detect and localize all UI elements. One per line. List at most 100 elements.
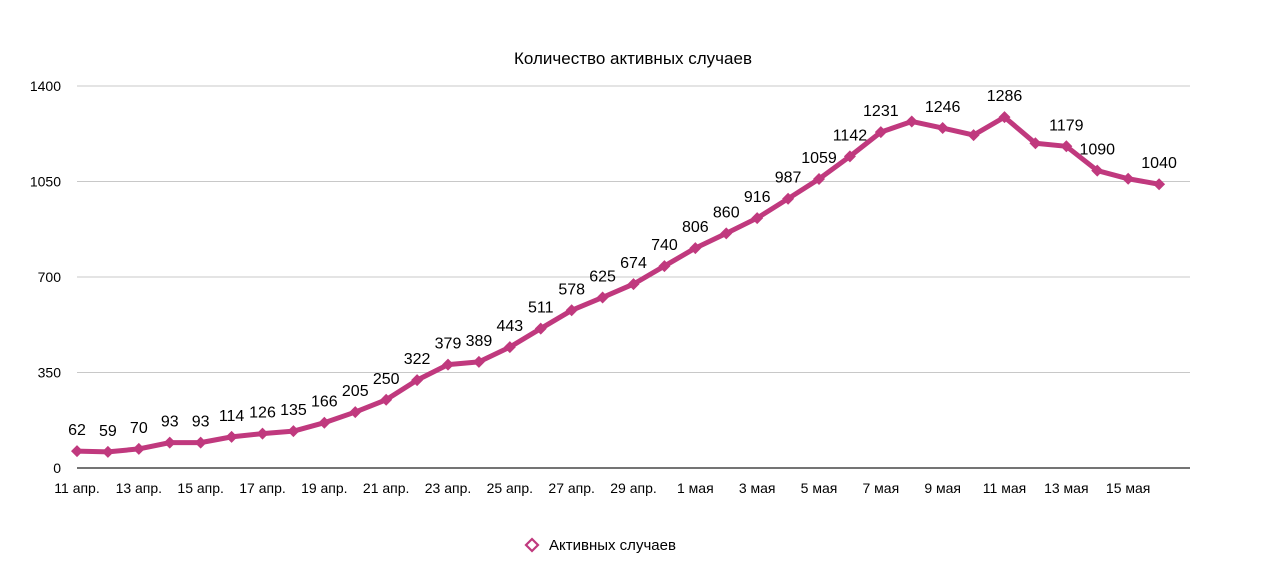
data-point — [442, 358, 454, 371]
data-label: 379 — [435, 336, 462, 353]
x-tick-label: 23 апр. — [425, 480, 472, 496]
chart-title: Количество активных случаев — [514, 49, 752, 68]
data-label: 625 — [589, 268, 616, 285]
data-label: 511 — [528, 300, 554, 317]
data-label: 916 — [744, 189, 771, 206]
data-label: 322 — [404, 351, 431, 368]
data-point — [689, 242, 702, 255]
data-label: 1040 — [1141, 155, 1177, 172]
data-point — [720, 227, 733, 240]
data-label: 70 — [130, 420, 148, 437]
data-point — [751, 212, 764, 225]
data-label: 1090 — [1079, 142, 1115, 159]
data-label: 59 — [99, 423, 117, 440]
y-tick-label: 350 — [38, 365, 62, 381]
data-label: 1246 — [925, 99, 961, 116]
data-point — [256, 427, 269, 440]
x-tick-label: 1 мая — [677, 480, 714, 496]
x-tick-label: 3 мая — [739, 480, 776, 496]
data-point — [1091, 164, 1104, 177]
x-tick-label: 29 апр. — [610, 480, 657, 496]
x-tick-label: 9 мая — [924, 480, 961, 496]
series-active-cases — [71, 111, 1166, 458]
data-label: 1142 — [833, 127, 868, 144]
data-label: 578 — [558, 281, 585, 298]
y-tick-label: 0 — [53, 460, 61, 476]
data-label: 62 — [68, 422, 86, 439]
data-label: 1286 — [987, 88, 1023, 105]
x-tick-label: 5 мая — [801, 480, 838, 496]
data-label: 114 — [219, 408, 245, 425]
data-point — [565, 304, 578, 317]
data-label: 987 — [775, 170, 802, 187]
legend: Активных случаев — [524, 537, 676, 554]
series-line — [74, 114, 1162, 455]
x-tick-label: 13 апр. — [116, 480, 163, 496]
data-label: 389 — [466, 333, 493, 350]
data-label: 1059 — [801, 150, 837, 167]
data-label: 1179 — [1049, 117, 1084, 134]
data-point — [163, 436, 176, 449]
data-label: 126 — [249, 405, 276, 422]
data-point — [1122, 172, 1135, 185]
data-point — [936, 122, 949, 135]
data-point — [596, 291, 609, 304]
data-label: 1231 — [863, 103, 899, 120]
x-tick-label: 13 мая — [1044, 480, 1088, 496]
data-point — [658, 260, 671, 273]
data-point — [194, 436, 207, 449]
x-tick-label: 7 мая — [862, 480, 899, 496]
x-tick-label: 27 апр. — [548, 480, 595, 496]
data-label: 250 — [373, 371, 400, 388]
data-point — [318, 416, 331, 429]
data-label: 205 — [342, 383, 369, 400]
x-tick-label: 25 апр. — [487, 480, 534, 496]
data-point — [874, 126, 887, 139]
data-label: 166 — [311, 394, 338, 411]
x-tick-label: 15 апр. — [177, 480, 224, 496]
data-point — [813, 173, 825, 186]
x-tick-label: 15 мая — [1106, 480, 1150, 496]
y-tick-label: 700 — [38, 269, 62, 285]
data-point — [782, 192, 795, 205]
data-point — [349, 406, 362, 419]
x-tick-label: 19 апр. — [301, 480, 348, 496]
data-point — [411, 374, 424, 387]
data-point — [71, 445, 83, 458]
data-point — [101, 445, 114, 458]
data-point — [380, 393, 393, 406]
legend-marker-diamond — [524, 537, 540, 553]
data-label: 135 — [280, 402, 307, 419]
data-point — [905, 115, 918, 128]
data-label: 806 — [682, 219, 709, 236]
data-point — [1029, 137, 1042, 150]
x-axis: 11 апр. 13 апр. 15 апр. 17 апр. 19 апр. 21 ап… — [54, 480, 1150, 496]
legend-diamond-icon — [524, 537, 540, 553]
data-label: 860 — [713, 204, 740, 221]
data-label: 674 — [620, 255, 647, 272]
data-point — [503, 341, 516, 354]
x-tick-label: 17 апр. — [239, 480, 286, 496]
data-point — [472, 355, 485, 368]
data-label: 443 — [496, 318, 523, 335]
data-point — [967, 129, 980, 142]
data-point — [1060, 140, 1073, 153]
data-point — [843, 150, 856, 163]
data-point — [534, 322, 547, 335]
data-point — [132, 442, 145, 455]
y-tick-label: 1050 — [30, 174, 61, 190]
data-point — [998, 111, 1011, 124]
data-label: 93 — [161, 414, 179, 431]
legend-label: Активных случаев — [549, 537, 676, 554]
data-label: 740 — [651, 237, 678, 254]
gridlines — [77, 85, 1190, 469]
x-tick-label: 11 мая — [983, 480, 1026, 496]
data-point — [1153, 178, 1166, 191]
data-point — [627, 278, 640, 291]
x-tick-label: 11 апр. — [54, 480, 99, 496]
y-axis: 0 350 700 1050 1400 — [30, 78, 61, 476]
data-point — [225, 430, 238, 443]
x-tick-label: 21 апр. — [363, 480, 410, 496]
